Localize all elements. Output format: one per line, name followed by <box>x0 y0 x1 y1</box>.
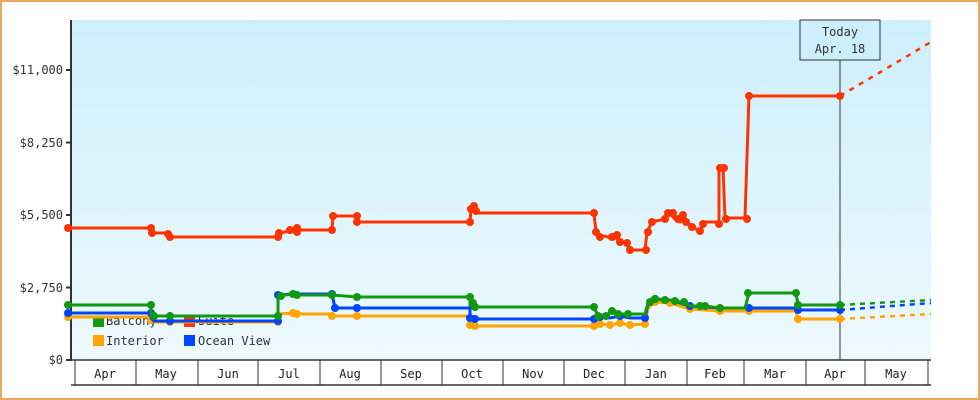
month-label: Sep <box>400 367 422 381</box>
x-axis <box>71 359 931 386</box>
legend-swatch-ocean-view <box>184 335 195 346</box>
month-label: Nov <box>522 367 544 381</box>
legend-label-interior: Interior <box>106 334 164 348</box>
today-label: Today <box>822 25 858 39</box>
y-tick-label: $11,000 <box>12 63 63 77</box>
today-date: Apr. 18 <box>815 42 866 56</box>
month-label: Jul <box>278 367 300 381</box>
y-tick-label: $0 <box>49 353 63 367</box>
month-label: Apr <box>94 367 116 381</box>
month-label: Apr <box>824 367 846 381</box>
month-label: May <box>155 367 177 381</box>
month-label: Jan <box>645 367 667 381</box>
y-tick-label: $8,250 <box>20 136 63 150</box>
month-label: Jun <box>217 367 239 381</box>
legend-label-ocean-view: Ocean View <box>198 334 271 348</box>
month-label: Mar <box>764 367 786 381</box>
month-label: Aug <box>339 367 361 381</box>
legend-swatch-interior <box>93 335 104 346</box>
series-balcony <box>64 289 932 320</box>
month-label: Oct <box>461 367 483 381</box>
y-tick-label: $5,500 <box>20 208 63 222</box>
month-label: May <box>885 367 907 381</box>
y-axis-ticks <box>66 69 71 361</box>
plot-area <box>72 20 931 360</box>
month-label: Dec <box>583 367 605 381</box>
y-tick-label: $2,750 <box>20 281 63 295</box>
series-suite <box>64 40 932 254</box>
month-label: Feb <box>704 367 726 381</box>
legend-swatch-balcony <box>93 316 104 327</box>
today-marker-box <box>799 19 881 61</box>
